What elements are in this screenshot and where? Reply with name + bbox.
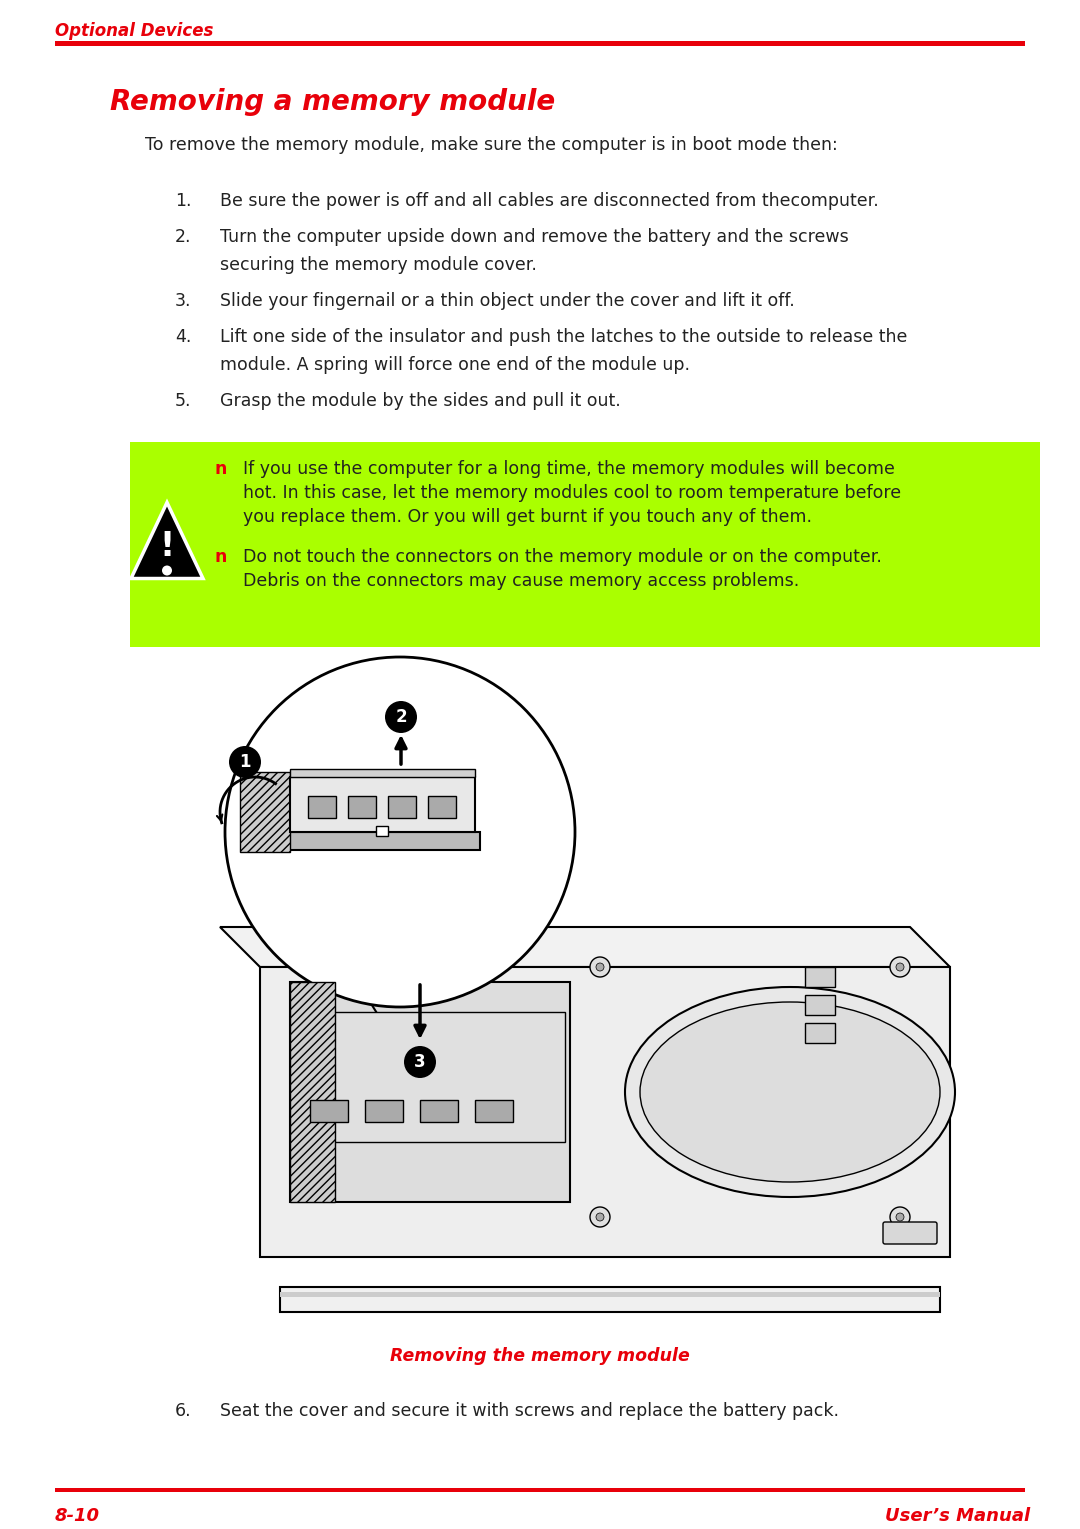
Text: hot. In this case, let the memory modules cool to room temperature before: hot. In this case, let the memory module…	[243, 485, 901, 502]
Bar	[348, 797, 376, 818]
Text: 5.: 5.	[175, 391, 191, 410]
Circle shape	[384, 700, 417, 732]
Polygon shape	[131, 503, 203, 578]
Text: Grasp the module by the sides and pull it out.: Grasp the module by the sides and pull i…	[220, 391, 621, 410]
Circle shape	[225, 657, 575, 1008]
Text: 8-10: 8-10	[55, 1508, 100, 1524]
Polygon shape	[260, 966, 950, 1257]
Bar	[130, 442, 1040, 647]
Text: Debris on the connectors may cause memory access problems.: Debris on the connectors may cause memor…	[243, 572, 799, 590]
Text: Turn the computer upside down and remove the battery and the screws: Turn the computer upside down and remove…	[220, 228, 849, 246]
Bar	[310, 1099, 348, 1122]
Text: 1.: 1.	[175, 193, 191, 209]
Bar	[365, 1099, 403, 1122]
Text: Optional Devices: Optional Devices	[55, 21, 214, 40]
Text: 4.: 4.	[175, 329, 191, 346]
Circle shape	[890, 957, 910, 977]
Circle shape	[596, 1212, 604, 1222]
Bar	[805, 1023, 835, 1043]
Circle shape	[162, 566, 172, 575]
Bar	[805, 966, 835, 988]
Bar	[428, 797, 456, 818]
Text: Slide your fingernail or a thin object under the cover and lift it off.: Slide your fingernail or a thin object u…	[220, 292, 795, 310]
Bar	[291, 982, 570, 1202]
Bar	[308, 797, 336, 818]
Text: n: n	[215, 460, 228, 479]
Bar	[55, 1488, 1025, 1492]
Text: !: !	[160, 531, 175, 563]
Bar	[388, 797, 416, 818]
Text: you replace them. Or you will get burnt if you touch any of them.: you replace them. Or you will get burnt …	[243, 508, 812, 526]
Text: 2: 2	[395, 708, 407, 726]
Text: 3: 3	[415, 1053, 426, 1070]
Bar	[280, 1287, 940, 1312]
Circle shape	[590, 1206, 610, 1226]
Polygon shape	[220, 927, 950, 966]
Text: 6.: 6.	[175, 1402, 191, 1420]
Text: If you use the computer for a long time, the memory modules will become: If you use the computer for a long time,…	[243, 460, 895, 479]
Circle shape	[596, 963, 604, 971]
Bar	[55, 41, 1025, 46]
Bar	[240, 772, 291, 852]
Circle shape	[229, 746, 261, 778]
Bar	[295, 1012, 565, 1142]
Text: module. A spring will force one end of the module up.: module. A spring will force one end of t…	[220, 356, 690, 375]
Bar	[280, 1292, 940, 1297]
Bar	[420, 1099, 458, 1122]
Text: User’s Manual: User’s Manual	[885, 1508, 1030, 1524]
Text: 2.: 2.	[175, 228, 191, 246]
Bar	[376, 826, 388, 836]
Text: Removing a memory module: Removing a memory module	[110, 89, 555, 116]
Text: 3.: 3.	[175, 292, 191, 310]
Text: 1: 1	[240, 752, 251, 771]
Bar	[291, 982, 335, 1202]
Text: Do not touch the connectors on the memory module or on the computer.: Do not touch the connectors on the memor…	[243, 547, 882, 566]
Circle shape	[896, 963, 904, 971]
Bar	[475, 1099, 513, 1122]
Bar	[285, 832, 480, 850]
Ellipse shape	[625, 988, 955, 1197]
Text: Removing the memory module: Removing the memory module	[390, 1347, 690, 1365]
Bar	[805, 995, 835, 1015]
Text: Lift one side of the insulator and push the latches to the outside to release th: Lift one side of the insulator and push …	[220, 329, 907, 346]
Bar	[291, 777, 475, 832]
Text: n: n	[215, 547, 228, 566]
Circle shape	[404, 1046, 436, 1078]
Bar	[291, 769, 475, 777]
Circle shape	[896, 1212, 904, 1222]
FancyBboxPatch shape	[883, 1222, 937, 1245]
Text: To remove the memory module, make sure the computer is in boot mode then:: To remove the memory module, make sure t…	[145, 136, 838, 154]
Text: Be sure the power is off and all cables are disconnected from thecomputer.: Be sure the power is off and all cables …	[220, 193, 879, 209]
Text: Seat the cover and secure it with screws and replace the battery pack.: Seat the cover and secure it with screws…	[220, 1402, 839, 1420]
Text: securing the memory module cover.: securing the memory module cover.	[220, 255, 537, 274]
Ellipse shape	[640, 1001, 940, 1182]
Circle shape	[590, 957, 610, 977]
Circle shape	[890, 1206, 910, 1226]
